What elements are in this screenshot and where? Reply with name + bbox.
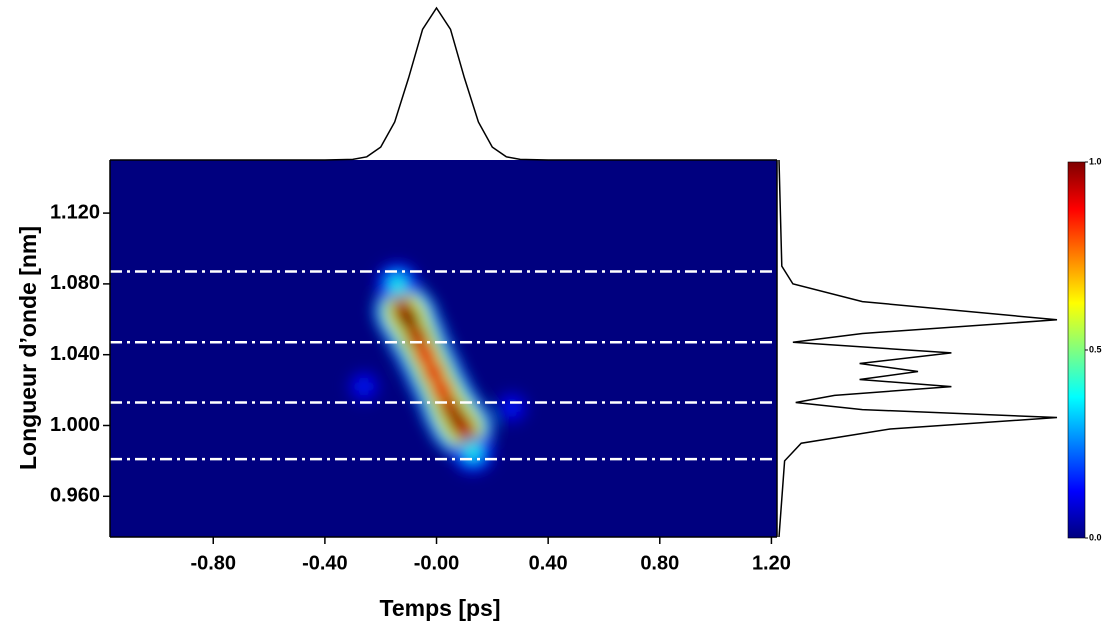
x-tick-label: 0.40 xyxy=(529,552,568,574)
heat-blobs xyxy=(346,262,530,474)
y-tick-label: 1.120 xyxy=(50,201,100,223)
time-profile xyxy=(110,6,777,161)
colorbar-tick-label: 0.0 xyxy=(1089,532,1102,542)
heat-point xyxy=(358,380,370,393)
colorbar-tick-label: 0.5 xyxy=(1089,344,1102,354)
y-axis-title: Longueur d’onde [nm] xyxy=(15,226,41,470)
y-tick-label: 1.000 xyxy=(50,414,100,436)
spectrum-profile xyxy=(778,159,1058,538)
heatmap xyxy=(110,262,777,474)
colorbar-tick-label: 1.0 xyxy=(1089,156,1102,166)
heat-point xyxy=(430,378,454,402)
x-tick-label: -0.80 xyxy=(190,552,236,574)
x-tick-label: -0.40 xyxy=(302,552,348,574)
x-tick-label: 1.20 xyxy=(752,552,791,574)
heat-point xyxy=(452,417,477,441)
heat-point xyxy=(396,307,421,332)
y-tick-label: 1.080 xyxy=(50,272,100,294)
x-axis-title: Temps [ps] xyxy=(380,595,501,621)
heat-point xyxy=(505,401,518,414)
colorbar xyxy=(1067,161,1086,539)
heat-point xyxy=(422,361,446,384)
x-tick-label: 0.80 xyxy=(640,552,679,574)
heat-point xyxy=(465,444,481,460)
heat-point xyxy=(414,343,437,366)
x-tick-label: -0.00 xyxy=(414,552,460,574)
heat-point xyxy=(389,276,406,292)
y-tick-label: 0.960 xyxy=(50,485,100,507)
y-tick-label: 1.040 xyxy=(50,343,100,365)
